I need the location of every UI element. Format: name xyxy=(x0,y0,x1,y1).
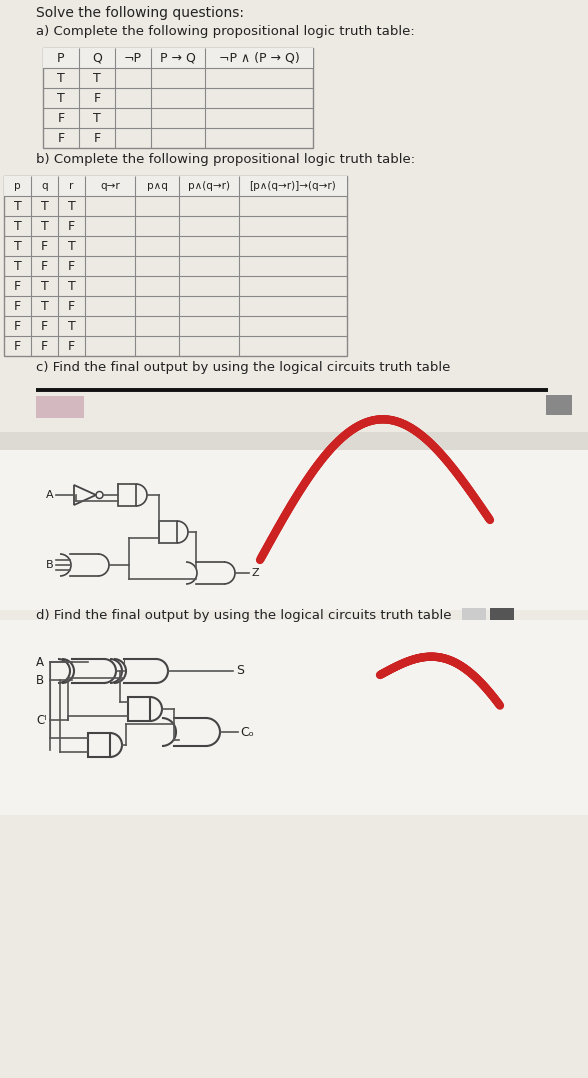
Bar xyxy=(4,176,347,196)
Text: F: F xyxy=(41,319,48,332)
Bar xyxy=(546,395,572,415)
Text: S: S xyxy=(236,664,244,677)
Text: F: F xyxy=(41,239,48,252)
Bar xyxy=(490,608,514,625)
Text: Cᴵ: Cᴵ xyxy=(36,714,46,727)
Text: F: F xyxy=(14,279,21,292)
Text: A: A xyxy=(36,655,44,668)
Text: F: F xyxy=(14,340,21,353)
Text: T: T xyxy=(14,220,21,233)
Text: T: T xyxy=(14,260,21,273)
Text: F: F xyxy=(14,319,21,332)
Text: T: T xyxy=(41,199,48,212)
Text: Solve the following questions:: Solve the following questions: xyxy=(36,6,244,20)
Text: B: B xyxy=(36,674,44,687)
Text: T: T xyxy=(93,71,101,84)
Bar xyxy=(43,49,313,68)
Text: T: T xyxy=(41,220,48,233)
Text: F: F xyxy=(68,220,75,233)
Text: T: T xyxy=(57,71,65,84)
Text: q→r: q→r xyxy=(100,181,120,191)
Text: P: P xyxy=(57,52,65,65)
Text: T: T xyxy=(68,319,75,332)
Text: T: T xyxy=(41,279,48,292)
Text: a) Complete the following propositional logic truth table:: a) Complete the following propositional … xyxy=(36,26,415,39)
Text: ¬P ∧ (P → Q): ¬P ∧ (P → Q) xyxy=(219,52,299,65)
Text: T: T xyxy=(93,111,101,124)
Text: r: r xyxy=(69,181,74,191)
Bar xyxy=(36,396,84,418)
Bar xyxy=(88,733,110,757)
Text: c) Find the final output by using the logical circuits truth table: c) Find the final output by using the lo… xyxy=(36,361,450,374)
Text: ¬P: ¬P xyxy=(124,52,142,65)
Text: T: T xyxy=(68,279,75,292)
Text: T: T xyxy=(14,199,21,212)
Text: A: A xyxy=(46,490,54,500)
Bar xyxy=(0,450,588,610)
Bar xyxy=(128,697,150,721)
Text: T: T xyxy=(68,199,75,212)
Text: q: q xyxy=(41,181,48,191)
Text: d) Find the final output by using the logical circuits truth table: d) Find the final output by using the lo… xyxy=(36,608,452,622)
Text: T: T xyxy=(14,239,21,252)
Text: Q: Q xyxy=(92,52,102,65)
Text: p∧(q→r): p∧(q→r) xyxy=(188,181,230,191)
Bar xyxy=(4,176,347,356)
Text: F: F xyxy=(93,132,101,144)
Text: p: p xyxy=(14,181,21,191)
Bar xyxy=(0,620,588,815)
Text: F: F xyxy=(68,260,75,273)
Text: F: F xyxy=(58,132,65,144)
Text: [p∧(q→r)]→(q→r): [p∧(q→r)]→(q→r) xyxy=(250,181,336,191)
Text: T: T xyxy=(41,300,48,313)
Text: Cₒ: Cₒ xyxy=(240,725,254,738)
Bar xyxy=(43,49,313,148)
Text: b) Complete the following propositional logic truth table:: b) Complete the following propositional … xyxy=(36,153,415,166)
Text: F: F xyxy=(68,300,75,313)
Text: F: F xyxy=(41,340,48,353)
Text: F: F xyxy=(58,111,65,124)
Bar xyxy=(159,521,177,543)
Text: Z: Z xyxy=(251,568,259,578)
Text: B: B xyxy=(46,559,54,570)
Bar xyxy=(118,484,136,506)
Text: P → Q: P → Q xyxy=(160,52,196,65)
Text: F: F xyxy=(14,300,21,313)
Text: T: T xyxy=(68,239,75,252)
Text: T: T xyxy=(57,92,65,105)
Text: F: F xyxy=(68,340,75,353)
Bar xyxy=(0,432,588,450)
Text: p∧q: p∧q xyxy=(146,181,168,191)
Text: F: F xyxy=(41,260,48,273)
Bar xyxy=(462,608,486,625)
Text: F: F xyxy=(93,92,101,105)
